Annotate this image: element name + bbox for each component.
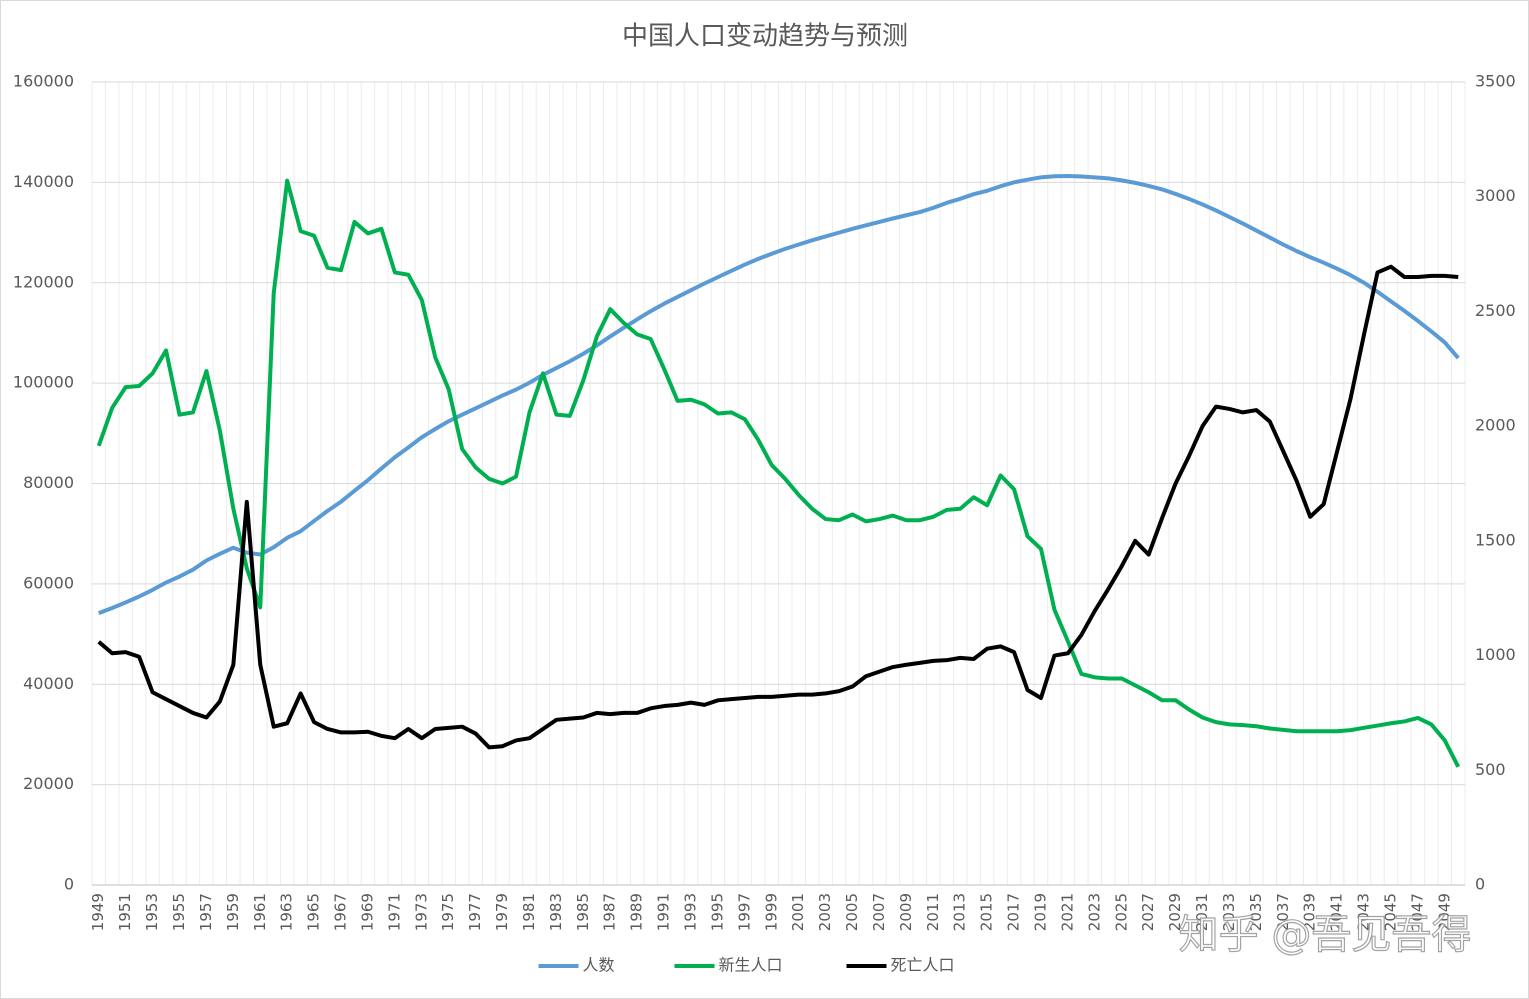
x-tick-label: 1975: [439, 893, 457, 931]
x-tick-label: 1957: [197, 893, 215, 931]
x-tick-label: 2035: [1247, 893, 1265, 931]
series-line: [97, 264, 1459, 750]
y2-tick-label: 2500: [1475, 301, 1516, 320]
x-tick-label: 1959: [224, 893, 242, 931]
y-tick-label: 0: [64, 875, 74, 894]
series-line: [98, 174, 1460, 616]
x-tick-label: 1969: [358, 893, 376, 931]
x-tick-label: 1951: [116, 893, 134, 931]
x-tick-label: 2025: [1112, 893, 1130, 931]
x-tick-label: 1983: [547, 893, 565, 931]
x-tick-label: 2021: [1058, 893, 1076, 931]
x-tick-label: 2037: [1274, 893, 1292, 931]
x-tick-label: 1971: [385, 893, 403, 931]
legend-label: 人数: [583, 956, 615, 975]
x-tick-label: 1965: [305, 893, 323, 931]
y-tick-label: 20000: [23, 774, 74, 793]
x-tick-label: 2047: [1408, 893, 1426, 931]
x-tick-label: 1977: [466, 893, 484, 931]
y-tick-label: 160000: [13, 72, 74, 91]
x-tick-label: 1963: [278, 893, 296, 931]
y-tick-label: 120000: [13, 272, 74, 291]
y-tick-label: 100000: [13, 373, 74, 392]
x-tick-label: 2007: [870, 893, 888, 931]
x-tick-label: 2017: [1005, 893, 1023, 931]
legend-label: 新生人口: [719, 956, 783, 975]
x-tick-label: 1961: [251, 893, 269, 931]
y2-tick-label: 1500: [1475, 530, 1516, 549]
x-tick-label: 1997: [735, 893, 753, 931]
y-tick-label: 80000: [23, 473, 74, 492]
y-tick-label: 60000: [23, 573, 74, 592]
x-tick-label: 1949: [89, 893, 107, 931]
x-tick-label: 2001: [789, 893, 807, 931]
y2-tick-label: 0: [1475, 875, 1485, 894]
x-tick-label: 1955: [170, 893, 188, 931]
x-tick-label: 2027: [1139, 893, 1157, 931]
x-tick-label: 2005: [843, 893, 861, 931]
x-tick-label: 2019: [1031, 893, 1049, 931]
y2-tick-label: 3000: [1475, 186, 1516, 205]
x-tick-label: 2033: [1220, 893, 1238, 931]
x-tick-label: 1981: [520, 893, 538, 931]
x-tick-label: 2015: [978, 893, 996, 931]
x-tick-label: 2043: [1355, 893, 1373, 931]
x-tick-label: 1979: [493, 893, 511, 931]
y2-tick-label: 500: [1475, 760, 1506, 779]
x-tick-label: 2013: [951, 893, 969, 931]
x-tick-label: 2041: [1328, 893, 1346, 931]
y-tick-label: 140000: [13, 172, 74, 191]
x-tick-label: 1973: [412, 893, 430, 931]
x-tick-label: 1995: [708, 893, 726, 931]
x-tick-label: 2045: [1381, 893, 1399, 931]
x-tick-label: 2011: [924, 893, 942, 931]
x-tick-label: 2023: [1085, 893, 1103, 931]
x-tick-label: 1987: [601, 893, 619, 931]
x-tick-label: 2049: [1435, 893, 1453, 931]
x-tick-label: 1993: [682, 893, 700, 931]
x-tick-label: 2029: [1166, 893, 1184, 931]
x-tick-label: 1989: [628, 893, 646, 931]
x-tick-label: 2003: [816, 893, 834, 931]
y2-tick-label: 3500: [1475, 72, 1516, 91]
legend-label: 死亡人口: [891, 956, 955, 975]
x-tick-label: 2009: [897, 893, 915, 931]
watermark: 知乎 @吾见吾得: [1179, 912, 1472, 958]
x-tick-label: 2039: [1301, 893, 1319, 931]
x-tick-label: 1999: [762, 893, 780, 931]
x-tick-label: 1967: [332, 893, 350, 931]
chart-title: 中国人口变动趋势与预测: [622, 22, 908, 52]
y-tick-label: 40000: [23, 674, 74, 693]
x-tick-label: 1953: [143, 893, 161, 931]
y2-tick-label: 2000: [1475, 416, 1516, 435]
series-line: [96, 178, 1461, 768]
x-tick-label: 2031: [1193, 893, 1211, 931]
y2-tick-label: 1000: [1475, 645, 1516, 664]
x-tick-label: 1991: [655, 893, 673, 931]
x-tick-label: 1985: [574, 893, 592, 931]
